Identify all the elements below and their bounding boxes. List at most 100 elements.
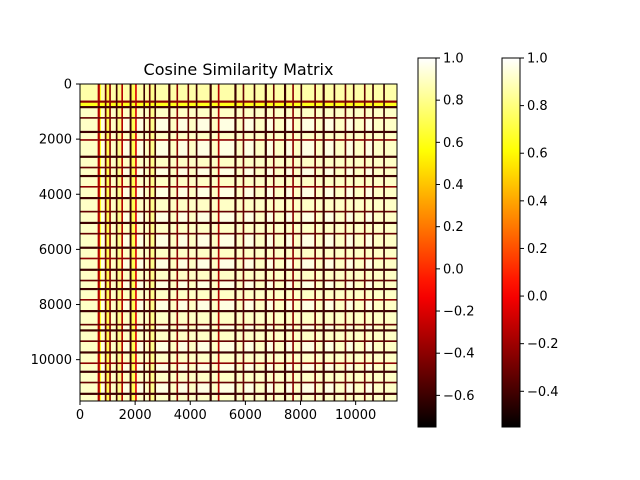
heatmap-cell: [129, 299, 132, 301]
heatmap-cell: [195, 118, 198, 132]
heatmap-cell: [314, 84, 317, 101]
heatmap-cell: [109, 259, 112, 269]
heatmap-cell: [168, 392, 171, 396]
heatmap-cell: [123, 370, 130, 374]
heatmap-cell: [344, 185, 347, 188]
heatmap-cell: [286, 155, 293, 159]
heatmap-cell: [129, 331, 132, 341]
heatmap-cell: [100, 232, 106, 235]
heatmap-cell: [272, 268, 275, 272]
heatmap-cell: [274, 157, 285, 167]
heatmap-cell: [292, 174, 295, 178]
heatmap-cell: [302, 281, 315, 289]
heatmap-cell: [292, 197, 295, 200]
heatmap-cell: [209, 106, 212, 109]
heatmap-cell: [264, 155, 268, 159]
heatmap-cell: [333, 340, 336, 343]
heatmap-cell: [104, 155, 107, 159]
heatmap-cell: [236, 353, 243, 363]
heatmap-cell: [209, 177, 212, 187]
heatmap-cell: [100, 84, 106, 101]
heatmap-cell: [110, 84, 117, 101]
heatmap-cell: [292, 117, 295, 119]
heatmap-cell: [383, 300, 386, 311]
heatmap-cell: [104, 370, 107, 374]
heatmap-cell: [286, 270, 293, 280]
heatmap-cell: [217, 224, 220, 234]
heatmap-cell: [80, 392, 98, 396]
heatmap-cell: [189, 331, 196, 341]
heatmap-cell: [187, 257, 190, 260]
heatmap-cell: [117, 155, 122, 159]
heatmap-cell: [373, 340, 384, 343]
heatmap-cell: [373, 279, 384, 282]
heatmap-cell: [168, 372, 171, 382]
heatmap-cell: [314, 197, 317, 200]
heatmap-cell: [209, 224, 212, 234]
heatmap-cell: [272, 392, 275, 396]
heatmap-cell: [121, 117, 124, 119]
heatmap-cell: [255, 259, 265, 269]
heatmap-cell: [236, 166, 243, 169]
heatmap-cell: [109, 392, 112, 396]
heatmap-cell: [209, 372, 212, 382]
heatmap-cell: [129, 259, 132, 269]
heatmap-cell: [363, 300, 366, 311]
heatmap-cell: [176, 362, 179, 365]
heatmap-cell: [189, 392, 196, 396]
heatmap-cell: [156, 248, 169, 258]
heatmap-cell: [292, 248, 295, 258]
heatmap-cell: [178, 118, 188, 132]
heatmap-cell: [97, 259, 101, 269]
heatmap-cell: [322, 102, 325, 107]
heatmap-cell: [145, 118, 150, 132]
heatmap-cell: [217, 157, 220, 167]
heatmap-cell: [315, 139, 323, 141]
heatmap-cell: [253, 383, 256, 393]
heatmap-cell: [217, 232, 220, 235]
heatmap-cell: [234, 290, 237, 300]
heatmap-cell: [322, 108, 325, 118]
heatmap-cell: [123, 281, 130, 289]
heatmap-cell: [302, 287, 315, 291]
heatmap-cell: [242, 300, 245, 311]
heatmap-cell: [292, 140, 295, 156]
heatmap-cell: [302, 118, 315, 132]
heatmap-cell: [150, 108, 155, 118]
heatmap-cell: [292, 351, 295, 354]
heatmap-cell: [236, 287, 243, 291]
heatmap-cell: [117, 84, 122, 101]
heatmap-cell: [234, 199, 237, 211]
heatmap-cell: [365, 353, 373, 363]
heatmap-cell: [300, 257, 303, 260]
heatmap-cell: [346, 221, 354, 225]
heatmap-cell: [150, 106, 155, 109]
heatmap-cell: [217, 323, 220, 326]
heatmap-cell: [100, 157, 106, 167]
heatmap-cell: [187, 139, 190, 141]
heatmap-cell: [314, 331, 317, 341]
heatmap-cell: [383, 102, 386, 107]
heatmap-cell: [80, 177, 98, 187]
heatmap-cell: [178, 84, 188, 101]
heatmap-cell: [272, 381, 275, 384]
heatmap-cell: [117, 300, 122, 311]
heatmap-cell: [346, 106, 354, 109]
heatmap-cell: [170, 279, 177, 282]
heatmap-cell: [322, 118, 325, 132]
heatmap-cell: [136, 279, 144, 282]
heatmap-cell: [352, 232, 355, 235]
heatmap-cell: [266, 279, 274, 282]
heatmap-cell: [352, 287, 355, 291]
heatmap-cell: [195, 299, 198, 301]
heatmap-cell: [242, 370, 245, 374]
heatmap-cell: [197, 325, 210, 330]
heatmap-cell: [352, 234, 355, 247]
heatmap-cell: [187, 364, 190, 371]
heatmap-cell: [322, 139, 325, 141]
heatmap-cell: [255, 270, 265, 280]
heatmap-cell: [168, 394, 171, 401]
heatmap-cell: [150, 84, 155, 101]
heatmap-cell: [253, 174, 256, 178]
heatmap-cell: [123, 325, 130, 330]
